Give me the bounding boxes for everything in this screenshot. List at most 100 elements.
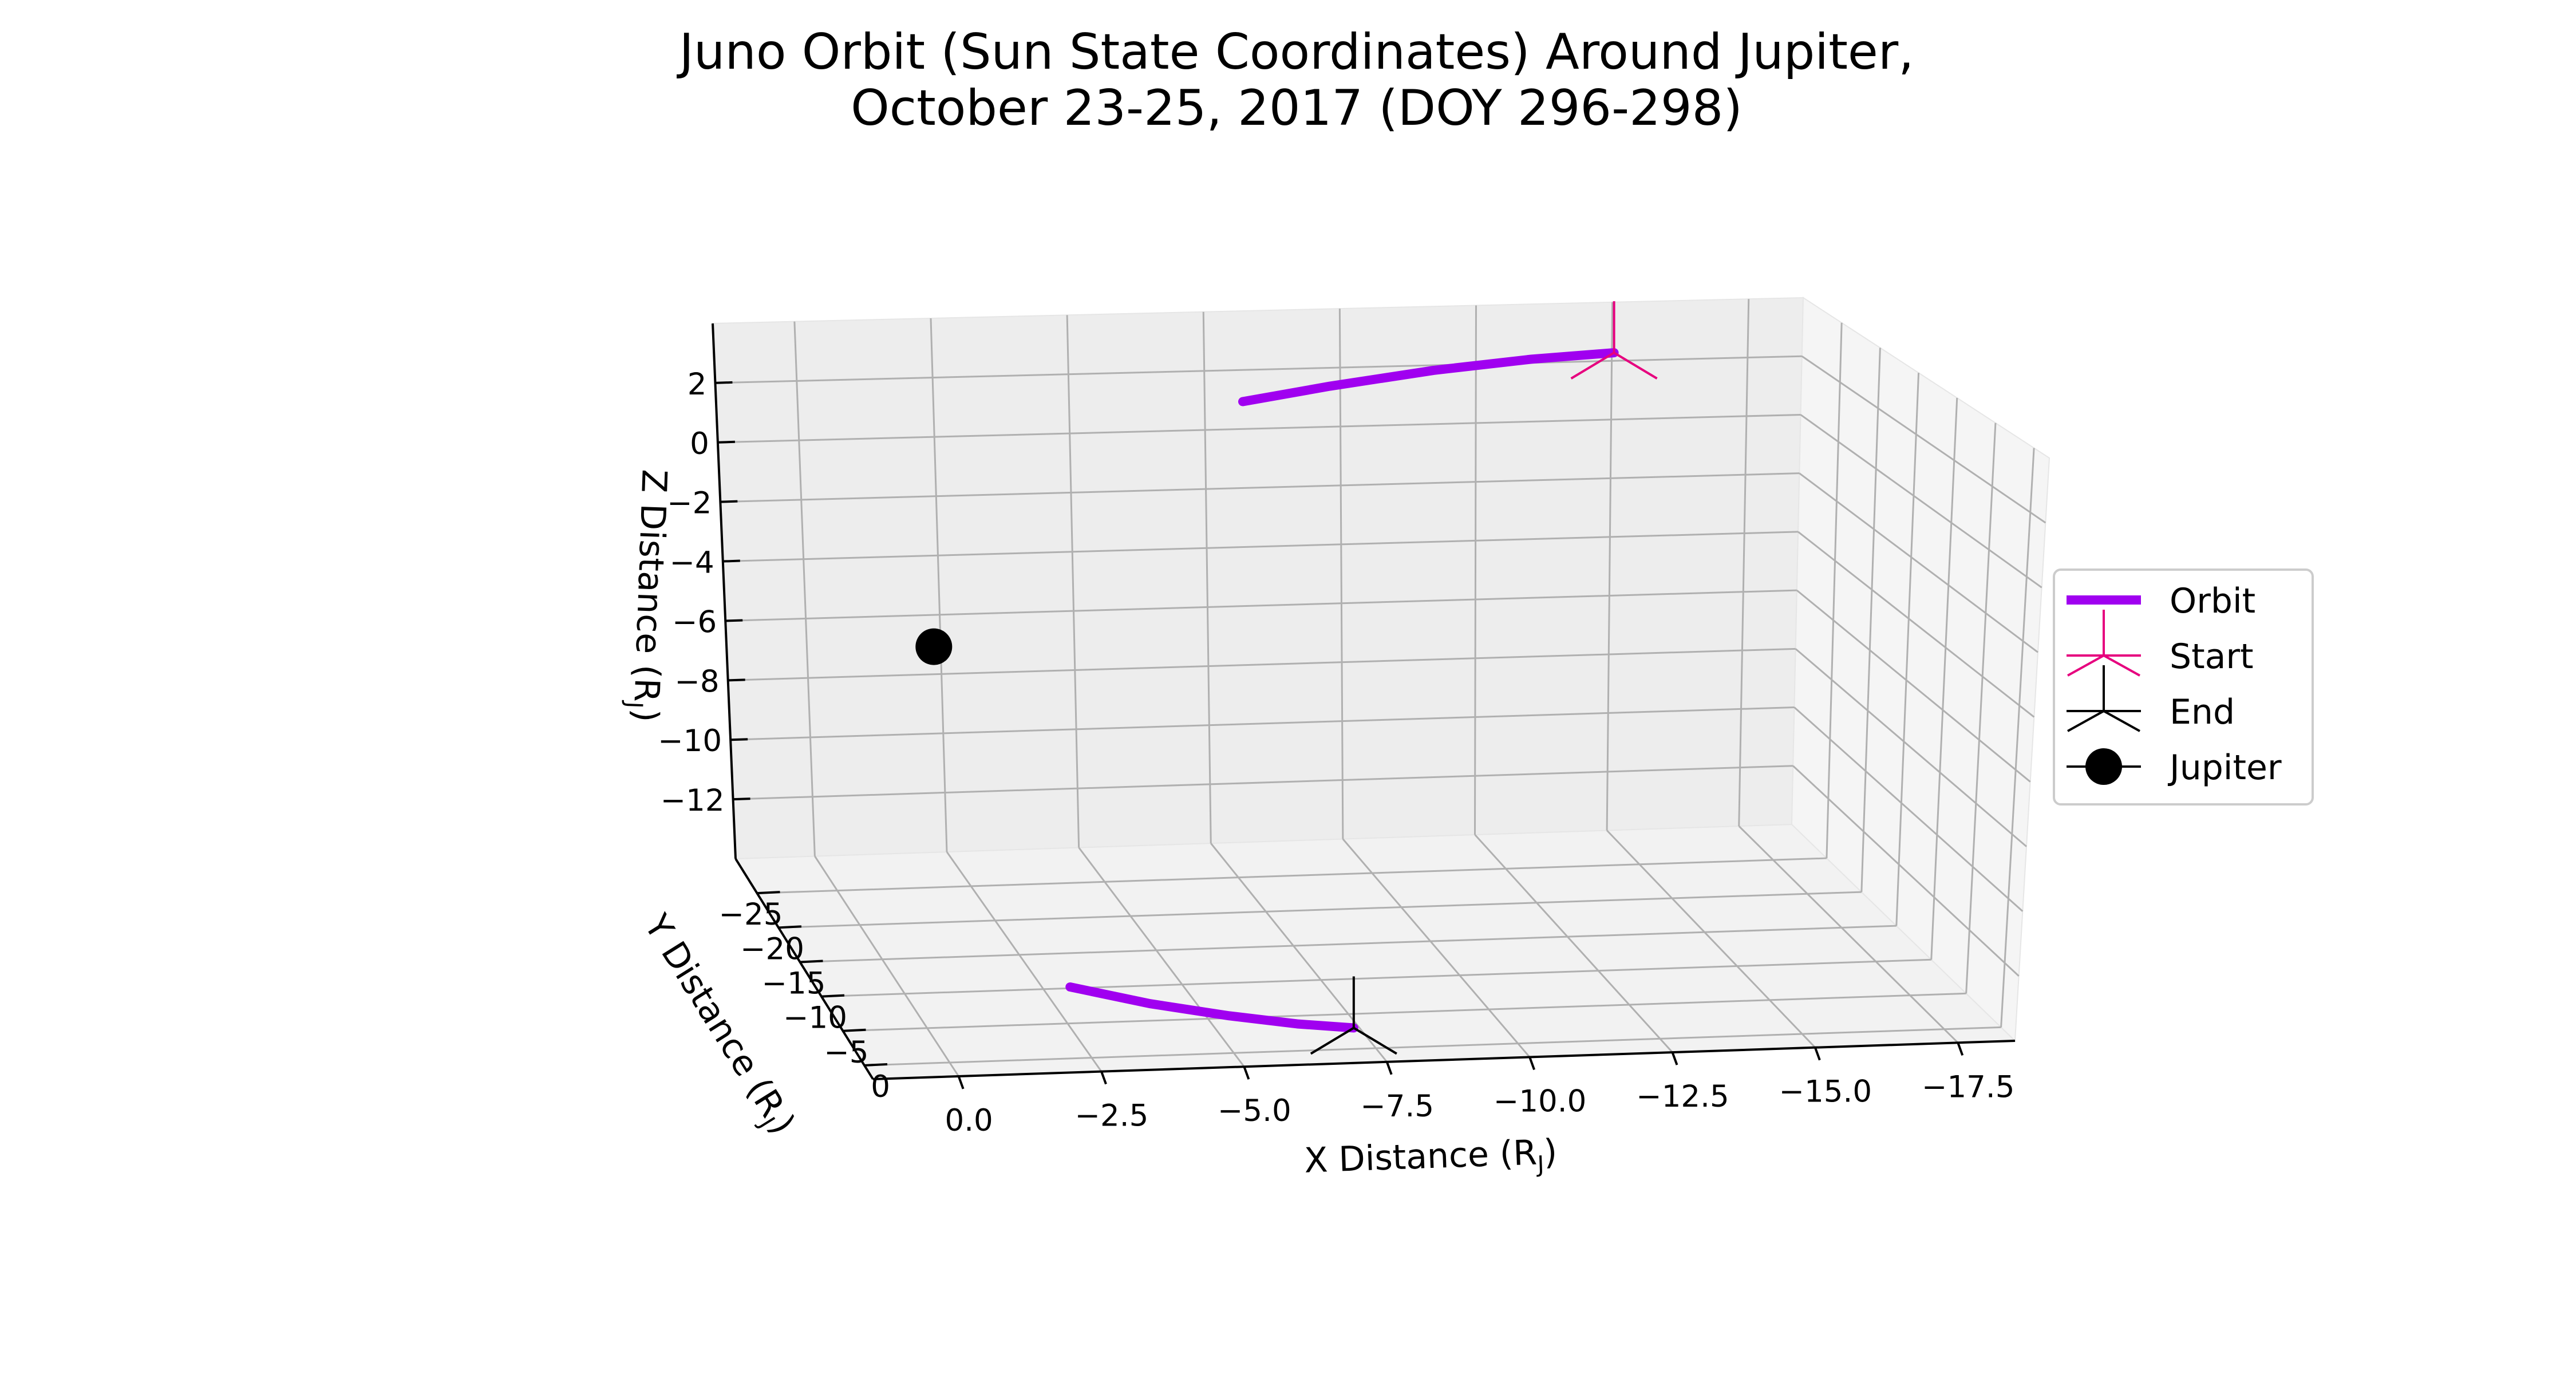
grid-line-z-wall <box>730 706 1795 741</box>
back-wall-pane <box>712 297 1804 860</box>
grid-line-y-side <box>1965 423 1997 994</box>
y-tick-mark <box>821 994 845 998</box>
grid-line-z-side <box>1796 589 2031 783</box>
y-tick-label: −5 <box>824 1035 868 1070</box>
legend: Orbit Start End Jupiter <box>2053 568 2314 806</box>
end-marker-left <box>1310 1026 1354 1055</box>
x-tick-mark <box>1814 1047 1821 1061</box>
z-tick-mark <box>725 619 743 622</box>
grid-line-z-side <box>1793 706 2024 912</box>
y-tick-label: −25 <box>719 897 783 932</box>
grid-line-x-wall <box>1338 309 1344 839</box>
y-tick-label: −20 <box>740 931 804 966</box>
z-tick-mark <box>717 440 735 444</box>
grid-line-z-wall <box>717 413 1801 444</box>
grid-line-z-wall <box>733 765 1793 800</box>
grid-line-x-floor <box>946 851 1103 1072</box>
legend-label-orbit: Orbit <box>2170 581 2255 621</box>
legend-frame <box>2053 568 2314 806</box>
grid-line-z-wall <box>722 531 1799 563</box>
chart-subtitle: October 23-25, 2017 (DOY 296-298) <box>851 80 1743 137</box>
y-axis-line <box>734 858 874 1080</box>
x-tick-label: −7.5 <box>1360 1089 1434 1124</box>
legend-item-jupiter: Jupiter <box>2067 748 2282 788</box>
axis-lines <box>712 323 2016 1080</box>
grid-line-x-floor <box>1738 825 1959 1044</box>
grid-line-z-side <box>1795 648 2027 847</box>
grid-line-z-side <box>1800 414 2042 589</box>
jupiter-marker <box>915 628 953 665</box>
grid-line-y-side <box>2000 448 2035 1028</box>
x-axis-label: X Distance (RJ) <box>1303 1132 1558 1186</box>
x-tick-mark <box>1385 1061 1393 1075</box>
y-tick-mark <box>864 1063 888 1067</box>
start-marker-right <box>1613 352 1658 380</box>
plot-area <box>915 301 1658 1055</box>
y-tick-label: −10 <box>783 1001 847 1036</box>
legend-label-end: End <box>2170 692 2235 732</box>
grid-line-z-wall <box>725 589 1797 622</box>
grid-line-z-wall <box>728 647 1796 681</box>
orbit-line <box>1238 348 1619 406</box>
legend-item-end: End <box>2067 665 2235 732</box>
orbit-line <box>1065 982 1358 1033</box>
tick-labels: 0.0 −2.5 −5.0 −7.5 −10.0 −12.5 −15.0 −17.5−25−2… <box>658 367 2014 1138</box>
z-tick-mark <box>715 381 733 384</box>
grid-line-x-floor <box>1342 838 1531 1058</box>
z-tick-label: −4 <box>670 546 714 581</box>
y-tick-mark <box>843 1028 866 1032</box>
legend-item-orbit: Orbit <box>2067 581 2255 621</box>
grid-line-y-floor <box>821 958 1931 998</box>
z-tick-mark <box>730 738 748 741</box>
start-marker-left <box>1570 352 1615 380</box>
z-tick-label: 2 <box>688 367 707 402</box>
z-tick-label: −12 <box>661 783 725 818</box>
grid-line-x-wall <box>930 318 948 852</box>
grid-line-y-side <box>1930 397 1958 960</box>
x-tick-mark <box>957 1076 965 1089</box>
x-tick-mark <box>1100 1071 1107 1085</box>
legend-item-start: Start <box>2067 610 2254 677</box>
legend-end-marker <box>2067 665 2140 732</box>
grid-line-y-side <box>1826 322 1843 859</box>
z-tick-label: −6 <box>672 605 717 639</box>
grid-line-z-wall <box>715 355 1802 384</box>
grid-line-z-side <box>1799 472 2038 653</box>
x-tick-mark <box>1528 1056 1536 1071</box>
grid-line-x-wall <box>1202 311 1212 844</box>
z-axis-label: Z Distance (RJ) <box>620 468 674 722</box>
y-tick-label: 0 <box>871 1069 890 1104</box>
grid-line-y-floor <box>800 925 1897 963</box>
grid-line-x-floor <box>1606 830 1816 1048</box>
grid-line-x-floor <box>814 855 959 1077</box>
x-tick-label: −10.0 <box>1494 1084 1586 1119</box>
grid-line-y-floor <box>864 1026 2001 1067</box>
grid-line-x-wall <box>1606 302 1614 831</box>
grid-line-z-side <box>1797 531 2035 718</box>
grid-line-z-wall <box>720 472 1800 503</box>
x-tick-mark <box>1957 1042 1964 1056</box>
z-tick-mark <box>722 559 740 563</box>
legend-label-jupiter: Jupiter <box>2167 748 2282 788</box>
x-tick-label: −12.5 <box>1636 1079 1729 1114</box>
x-tick-label: −2.5 <box>1075 1099 1149 1134</box>
grid-line-x-wall <box>1066 315 1080 848</box>
x-tick-label: 0.0 <box>945 1103 993 1138</box>
legend-jupiter-marker <box>2085 748 2122 785</box>
x-tick-mark <box>1671 1052 1678 1065</box>
x-axis-line <box>872 1040 2016 1080</box>
axis-panes <box>712 297 2050 1080</box>
grid-lines <box>715 299 2046 1077</box>
grid-line-z-side <box>1792 765 2020 977</box>
legend-start-marker <box>2067 610 2140 677</box>
grid-line-x-floor <box>1078 847 1245 1068</box>
grid-line-x-wall <box>1474 305 1477 835</box>
z-tick-label: 0 <box>690 427 709 461</box>
y-tick-mark <box>757 891 780 895</box>
grid-line-x-wall <box>793 321 816 856</box>
grid-line-y-side <box>1860 348 1881 893</box>
x-tick-label: −5.0 <box>1218 1093 1291 1128</box>
grid-line-z-side <box>1801 355 2046 524</box>
grid-line-y-side <box>1895 373 1920 926</box>
